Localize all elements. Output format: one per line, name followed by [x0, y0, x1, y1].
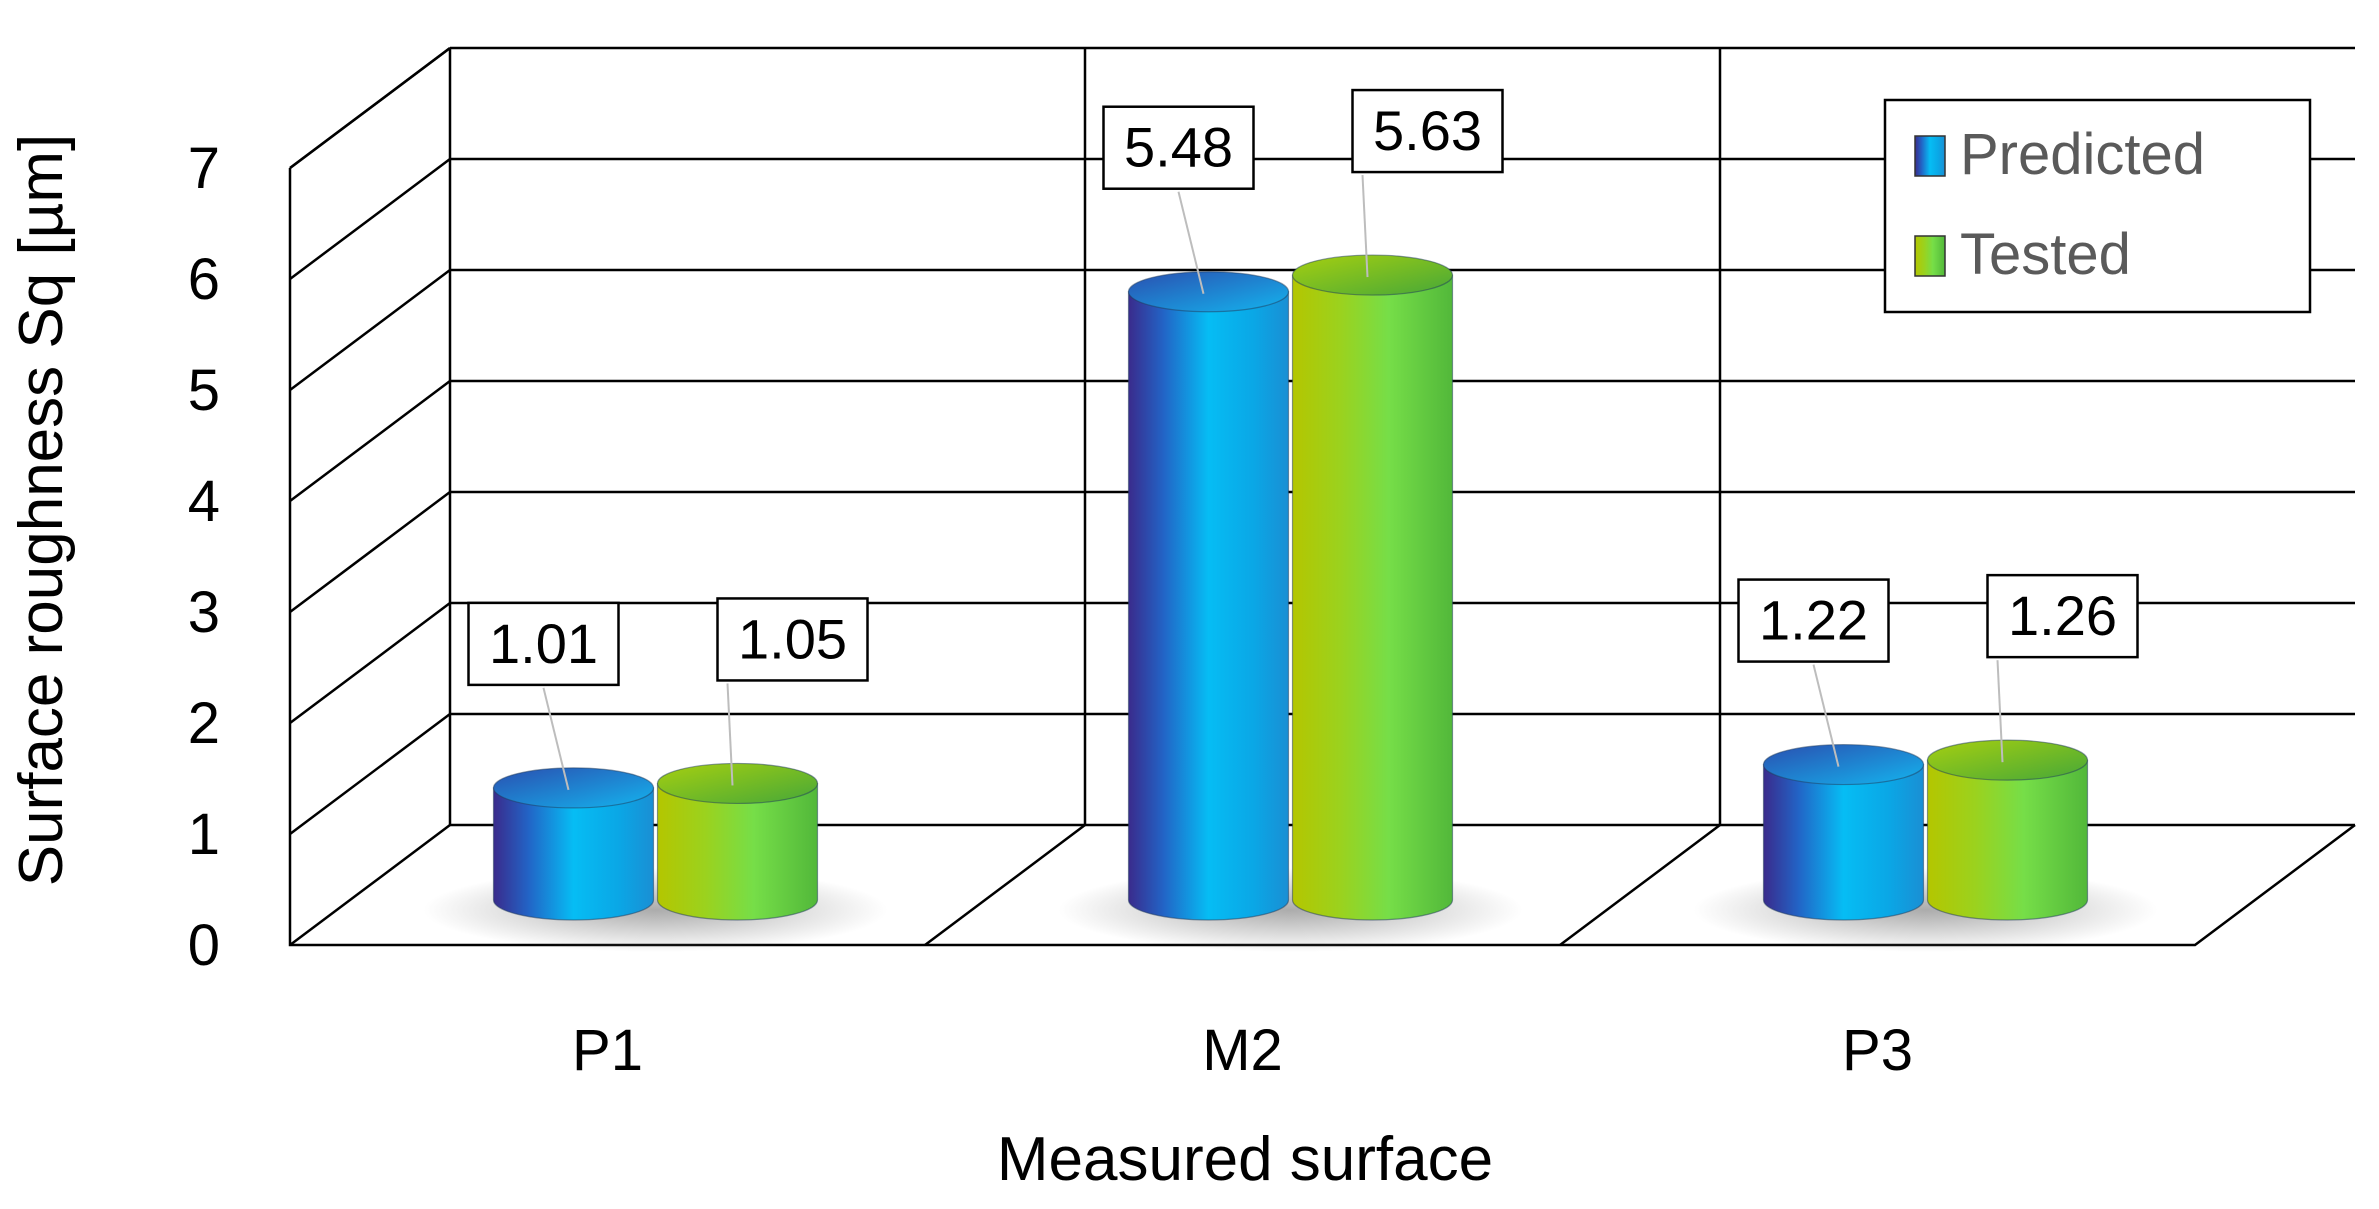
legend-item: Predicted: [1914, 122, 2205, 187]
y-tick-label: 7: [188, 136, 220, 201]
data-label-box: [1102, 105, 1255, 190]
bar-body: [656, 782, 819, 921]
data-label: 1.26: [2008, 584, 2117, 647]
bar-tested-p3: [1926, 739, 2089, 921]
data-label-leader: [1812, 664, 1840, 767]
gridline-side: [289, 47, 451, 169]
legend-label: Tested: [1960, 222, 2131, 287]
y-axis-title: Surface roughness Sq [µm]: [7, 134, 76, 887]
bar-top: [656, 762, 819, 805]
y-tick-label: 3: [188, 580, 220, 645]
data-label: 5.48: [1124, 116, 1233, 179]
bar-body: [1926, 759, 2089, 921]
data-label: 1.22: [1759, 589, 1868, 652]
x-tick-label: P3: [1842, 1018, 1913, 1083]
x-axis-categories: P1 M2 P3: [572, 1018, 1913, 1083]
bar-top: [1926, 739, 2089, 781]
bar-body: [1291, 274, 1454, 921]
gridline-side: [289, 713, 451, 835]
legend-box: [1883, 98, 2312, 314]
data-label: 1.01: [489, 612, 598, 675]
bars: [423, 254, 2158, 952]
x-tick-label: M2: [1202, 1018, 1283, 1083]
gridline-side: [289, 824, 451, 946]
bar-tested-p1: [656, 762, 819, 921]
y-tick-label: 6: [188, 247, 220, 312]
bar-top: [1127, 271, 1290, 313]
bar-top: [492, 767, 655, 809]
x-axis-title: Measured surface: [997, 1125, 1493, 1194]
gridline-side: [289, 602, 451, 724]
gridline-side: [289, 491, 451, 613]
data-label-box: [1986, 573, 2139, 659]
bar-top: [1762, 743, 1925, 786]
x-tick-label: P1: [572, 1018, 643, 1083]
data-label-leader: [1996, 660, 2004, 763]
category-divider-floor: [924, 824, 1086, 946]
bar-predicted-p3: [1762, 743, 1925, 921]
data-label-box: [716, 597, 869, 682]
data-label: 5.63: [1373, 99, 1482, 162]
y-tick-label: 4: [188, 469, 220, 534]
legend-item: Tested: [1914, 222, 2131, 287]
data-label-box: [1737, 578, 1890, 663]
y-tick-label: 5: [188, 358, 220, 423]
y-tick-label: 2: [188, 691, 220, 756]
gridline-side: [289, 269, 451, 391]
legend: Predicted Tested: [1883, 98, 2312, 314]
bar-predicted-m2: [1127, 271, 1290, 921]
y-tick-label: 1: [188, 802, 220, 867]
bar-predicted-p1: [492, 767, 655, 921]
legend-label: Predicted: [1960, 122, 2205, 187]
data-label: 1.05: [738, 607, 847, 670]
y-axis-ticks: 0 1 2 3 4 5 6 7: [188, 136, 220, 978]
data-label-leader: [542, 687, 570, 791]
bar-body: [1762, 763, 1925, 921]
data-label-box: [1351, 88, 1504, 174]
data-labels: 1.01 1.05 5.48 5.63 1.22 1.26: [467, 88, 2139, 791]
gridline-side: [289, 158, 451, 280]
data-label-box: [467, 601, 620, 687]
gridline-side: [289, 380, 451, 502]
bar-tested-m2: [1291, 254, 1454, 921]
data-label-leader: [1177, 191, 1205, 294]
bar-top: [1291, 254, 1454, 296]
bar-body: [1127, 291, 1290, 921]
data-label-leader: [1361, 175, 1369, 278]
legend-swatch: [1914, 235, 1946, 277]
category-divider-floor: [1559, 824, 1721, 946]
data-label-leader: [726, 683, 734, 786]
y-tick-label: 0: [188, 913, 220, 978]
bar-body: [492, 787, 655, 921]
legend-swatch: [1914, 135, 1946, 177]
